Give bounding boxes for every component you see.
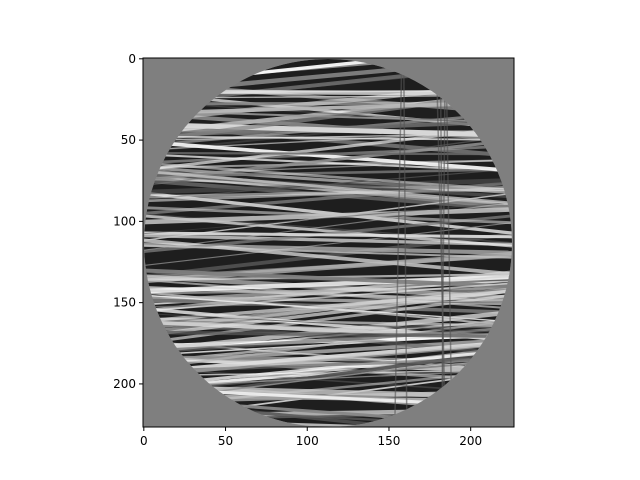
fiber bbox=[144, 244, 512, 260]
fiber bbox=[144, 230, 512, 280]
fiber bbox=[144, 220, 512, 268]
fiber bbox=[144, 285, 512, 332]
fiber bbox=[435, 59, 447, 427]
y-tick-label: 150 bbox=[113, 296, 136, 310]
x-tick-label: 150 bbox=[378, 434, 401, 448]
x-tick-label: 100 bbox=[296, 434, 319, 448]
x-tick-label: 50 bbox=[218, 434, 233, 448]
fiber bbox=[144, 160, 512, 193]
y-tick-label: 0 bbox=[128, 52, 136, 66]
fiber bbox=[144, 135, 512, 141]
fiber bbox=[393, 59, 403, 427]
fiber bbox=[144, 273, 512, 295]
fiber bbox=[144, 168, 512, 206]
fiber bbox=[144, 338, 512, 376]
fiber bbox=[144, 190, 512, 237]
y-tick-label: 50 bbox=[121, 133, 136, 147]
fiber bbox=[144, 152, 512, 174]
fiber bbox=[144, 231, 512, 239]
x-tick-label: 0 bbox=[140, 434, 148, 448]
y-tick-label: 100 bbox=[113, 214, 136, 228]
fiber bbox=[144, 340, 512, 379]
fiber bbox=[144, 138, 512, 174]
fiber bbox=[144, 280, 512, 313]
fiber bbox=[144, 205, 512, 225]
fiber bbox=[144, 325, 512, 355]
fiber bbox=[144, 187, 512, 199]
fiber bbox=[144, 200, 512, 236]
fiber bbox=[144, 267, 512, 290]
fiber bbox=[144, 316, 512, 373]
fiber bbox=[439, 59, 445, 427]
fiber bbox=[144, 121, 512, 139]
fiber bbox=[144, 355, 512, 374]
fiber bbox=[402, 59, 408, 427]
axes-frame bbox=[142, 57, 515, 428]
fiber bbox=[144, 177, 512, 213]
fiber bbox=[144, 199, 512, 253]
fiber bbox=[445, 59, 453, 427]
fiber bbox=[144, 317, 512, 328]
fiber bbox=[144, 250, 512, 285]
x-tick-label: 200 bbox=[459, 434, 482, 448]
fiber bbox=[144, 151, 512, 156]
fiber bbox=[144, 277, 512, 311]
fiber bbox=[144, 330, 512, 339]
fiber bbox=[144, 312, 512, 335]
y-tick-label: 200 bbox=[113, 377, 136, 391]
